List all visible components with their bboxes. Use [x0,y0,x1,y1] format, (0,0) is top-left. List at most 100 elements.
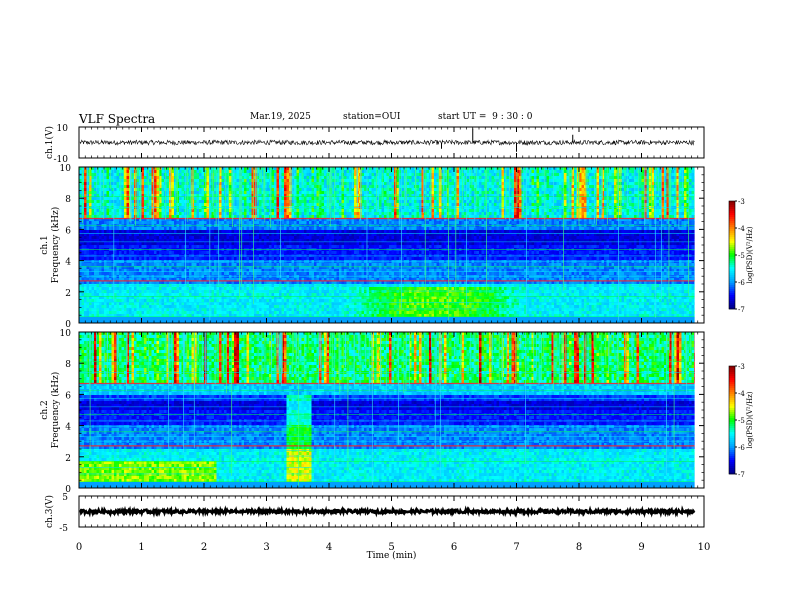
spectrogram-cell [307,185,310,188]
spectrogram-cell [262,287,265,290]
spectrogram-cell [289,305,292,308]
spectrogram-cell [104,263,107,266]
spectrogram-cell [104,281,107,284]
spectrogram-cell [252,290,255,293]
spectrogram-cell [207,179,210,182]
spectrogram-cell [299,209,302,212]
spectrogram-cell [107,263,110,266]
spectrogram-cell [259,287,262,290]
spectrogram-cell [104,182,107,185]
spectrogram-cell [177,299,180,302]
spectrogram-cell [252,311,255,314]
spectrogram-cell [164,290,167,293]
spectrogram-cell [87,266,90,269]
spectrogram-cell [144,227,147,230]
spectrogram-cell [117,290,120,293]
spectrogram-cell [132,209,135,212]
spectrogram-cell [144,305,147,308]
spectrogram-cell [219,236,222,239]
spectrogram-cell [274,275,277,278]
spectrogram-cell [182,230,185,233]
spectrogram-cell [207,173,210,176]
spectrogram-cell [272,266,275,269]
spectrogram-cell [299,293,302,296]
spectrogram-cell [299,263,302,266]
spectrogram-cell [172,212,175,215]
spectrogram-cell [202,305,205,308]
spectrogram-cell [254,308,257,311]
spectrogram-cell [257,266,260,269]
spectrogram-cell [92,191,95,194]
spectrogram-cell [247,308,250,311]
spectrogram-cell [152,170,155,173]
spectrogram-cell [274,173,277,176]
spectrogram-cell [202,185,205,188]
spectrogram-cell [142,212,145,215]
spectrogram-cell [304,209,307,212]
spectrogram-cell [184,317,187,320]
spectrogram-cell [164,245,167,248]
spectrogram-cell [239,299,242,302]
spectrogram-cell [222,173,225,176]
spectrogram-cell [119,236,122,239]
spectrogram-cell [82,251,85,254]
spectrogram-cell [149,290,152,293]
spectrogram-cell [234,236,237,239]
spectrogram-cell [97,305,100,308]
spectrogram-cell [229,173,232,176]
spectrogram-cell [274,203,277,206]
spectrogram-cell [264,263,267,266]
spectrogram-cell [144,263,147,266]
spectrogram-cell [124,227,127,230]
spectrogram-cell [119,242,122,245]
spectrogram-cell [167,203,170,206]
spectrogram-cell [114,290,117,293]
spectrogram-cell [247,170,250,173]
spectrogram-cell [229,299,232,302]
spectrogram-cell [154,215,157,218]
spectrogram-cell [187,317,190,320]
spectrogram-cell [154,242,157,245]
spectrogram-cell [302,299,305,302]
spectrogram-cell [89,281,92,284]
spectrogram-cell [167,275,170,278]
spectrogram-cell [144,176,147,179]
spectrogram-cell [219,275,222,278]
spectrogram-cell [194,293,197,296]
spectrogram-cell [307,287,310,290]
spectrogram-cell [304,287,307,290]
spectrogram-cell [182,209,185,212]
spectrogram-cell [224,290,227,293]
spectrogram-cell [202,290,205,293]
spectrogram-cell [282,197,285,200]
spectrogram-cell [304,272,307,275]
spectrogram-cell [234,221,237,224]
spectrogram-cell [127,191,130,194]
spectrogram-cell [229,251,232,254]
spectrogram-cell [199,188,202,191]
spectrogram-cell [132,215,135,218]
spectrogram-cell [279,281,282,284]
spectrogram-cell [87,200,90,203]
spectrogram-cell [154,251,157,254]
spectrogram-cell [234,251,237,254]
spectrogram-cell [199,263,202,266]
spectrogram-cell [149,263,152,266]
spectrogram-cell [167,290,170,293]
spectrogram-cell [104,203,107,206]
spectrogram-cell [144,185,147,188]
spectrogram-cell [249,191,252,194]
spectrogram-cell [219,308,222,311]
spectrogram-cell [174,191,177,194]
spectrogram-cell [172,293,175,296]
spectrogram-cell [219,230,222,233]
spectrogram-cell [114,263,117,266]
spectrogram-cell [214,305,217,308]
spectrogram-cell [97,191,100,194]
spectrogram-cell [157,212,160,215]
spectrogram-cell [149,299,152,302]
spectrogram-cell [154,311,157,314]
spectrogram-cell [82,305,85,308]
spectrogram-cell [264,215,267,218]
spectrogram-cell [287,188,290,191]
